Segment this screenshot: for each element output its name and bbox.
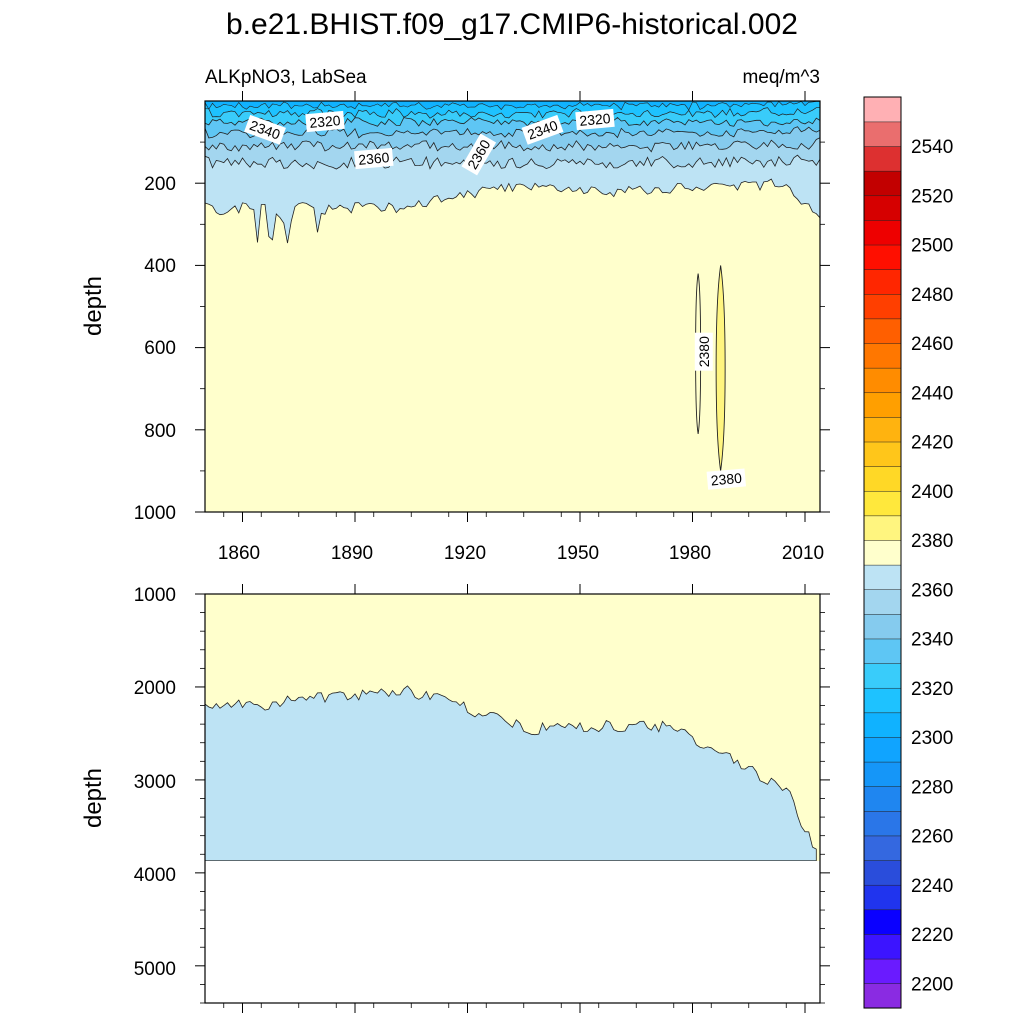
lower-ytick-1000: 1000 xyxy=(134,585,176,606)
colorbar-label-2360: 2360 xyxy=(911,580,953,601)
lower-ytick-4000: 4000 xyxy=(134,865,176,886)
colorbar xyxy=(863,96,902,1009)
contour-label-7: 2380 xyxy=(706,468,747,490)
colorbar-swatch-22 xyxy=(863,441,902,467)
lower-panel: 1000 2000 3000 4000 5000 depth xyxy=(80,584,830,1013)
colorbar-swatch-36 xyxy=(863,96,902,123)
lower-axis-ticks xyxy=(195,584,830,1013)
lower-ytick-3000: 3000 xyxy=(134,772,176,793)
colorbar-swatch-18 xyxy=(863,539,902,566)
contour-label-text: 2380 xyxy=(696,336,712,367)
contour-label-2: 2360 xyxy=(354,147,394,170)
colorbar-label-2300: 2300 xyxy=(911,728,953,749)
colorbar-swatch-17 xyxy=(863,564,902,590)
colorbar-swatch-28 xyxy=(863,293,902,320)
colorbar-swatch-29 xyxy=(863,269,902,295)
colorbar-swatch-21 xyxy=(863,466,902,492)
upper-band-2300 xyxy=(204,100,821,111)
colorbar-swatch-6 xyxy=(863,835,902,861)
colorbar-swatch-32 xyxy=(863,195,902,221)
colorbar-label-2320: 2320 xyxy=(911,679,953,700)
upper-axis-ticks xyxy=(195,91,830,522)
contour-label-text: 2380 xyxy=(710,470,743,489)
colorbar-label-2380: 2380 xyxy=(911,531,953,552)
colorbar-swatch-16 xyxy=(863,589,902,615)
colorbar-swatch-13 xyxy=(863,663,902,689)
upper-xtick-1920: 1920 xyxy=(444,543,486,564)
contour-label-6: 2380 xyxy=(694,332,713,371)
upper-ylabel: depth xyxy=(80,276,107,336)
colorbar-swatch-19 xyxy=(863,515,902,541)
colorbar-swatch-33 xyxy=(863,170,902,197)
colorbar-swatch-30 xyxy=(863,244,902,270)
contour-label-text: 2320 xyxy=(309,112,342,131)
lower-band-2360 xyxy=(204,685,817,862)
upper-ytick-1000: 1000 xyxy=(134,503,176,524)
colorbar-label-2500: 2500 xyxy=(911,236,953,257)
upper-ytick-600: 600 xyxy=(144,338,176,359)
contour-label-1: 2320 xyxy=(305,110,345,133)
colorbar-swatch-25 xyxy=(863,367,902,394)
colorbar-swatch-12 xyxy=(863,687,902,714)
colorbar-swatch-24 xyxy=(863,392,902,418)
colorbar-swatch-9 xyxy=(863,761,902,787)
colorbar-swatch-8 xyxy=(863,786,902,812)
colorbar-swatch-2 xyxy=(863,933,902,960)
colorbar-label-2520: 2520 xyxy=(911,187,953,208)
colorbar-swatch-35 xyxy=(863,121,902,147)
upper-ytick-200: 200 xyxy=(144,174,176,195)
colorbar-swatch-10 xyxy=(863,736,902,763)
lower-seafloor xyxy=(205,861,820,1003)
colorbar-label-2200: 2200 xyxy=(911,974,953,995)
colorbar-swatch-3 xyxy=(863,909,902,935)
chart-title: b.e21.BHIST.f09_g17.CMIP6-historical.002 xyxy=(226,8,798,41)
colorbar-label-2440: 2440 xyxy=(911,384,953,405)
colorbar-label-2280: 2280 xyxy=(911,777,953,798)
colorbar-swatch-5 xyxy=(863,860,902,886)
colorbar-swatch-15 xyxy=(863,613,902,640)
colorbar-swatch-27 xyxy=(863,318,902,344)
colorbar-swatch-20 xyxy=(863,490,902,517)
upper-xtick-2010: 2010 xyxy=(782,543,824,564)
colorbar-label-2540: 2540 xyxy=(911,137,953,158)
colorbar-swatch-14 xyxy=(863,638,902,664)
colorbar-swatch-26 xyxy=(863,342,902,369)
colorbar-label-2400: 2400 xyxy=(911,482,953,503)
colorbar-swatch-11 xyxy=(863,712,902,738)
colorbar-label-2480: 2480 xyxy=(911,285,953,306)
contour-label-text: 2320 xyxy=(579,110,612,129)
upper-xtick-1890: 1890 xyxy=(331,543,373,564)
colorbar-swatch-1 xyxy=(863,958,902,984)
colorbar-label-2460: 2460 xyxy=(911,334,953,355)
upper-ytick-400: 400 xyxy=(144,256,176,277)
colorbar-swatch-4 xyxy=(863,884,902,911)
colorbar-swatch-31 xyxy=(863,219,902,246)
colorbar-swatch-34 xyxy=(863,145,902,172)
colorbar-swatch-0 xyxy=(863,983,902,1009)
colorbar-labels: 2200 2220 2240 2260 2280 2300 2320 2340 2360 2380… xyxy=(911,137,953,995)
contour-label-5: 2320 xyxy=(575,108,615,131)
upper-xtick-1860: 1860 xyxy=(218,543,260,564)
lower-ylabel: depth xyxy=(80,768,107,828)
lower-ytick-2000: 2000 xyxy=(134,678,176,699)
upper-xtick-1980: 1980 xyxy=(669,543,711,564)
colorbar-label-2220: 2220 xyxy=(911,925,953,946)
colorbar-swatch-7 xyxy=(863,810,902,837)
lower-ytick-5000: 5000 xyxy=(134,959,176,980)
colorbar-label-2260: 2260 xyxy=(911,827,953,848)
colorbar-label-2240: 2240 xyxy=(911,876,953,897)
colorbar-label-2420: 2420 xyxy=(911,433,953,454)
upper-ytick-800: 800 xyxy=(144,421,176,442)
variable-label: ALKpNO3, LabSea xyxy=(205,67,367,88)
contour-label-text: 2360 xyxy=(358,149,391,168)
upper-contour-2380-b xyxy=(715,265,726,471)
colorbar-swatch-23 xyxy=(863,416,902,443)
units-label: meq/m^3 xyxy=(742,67,820,88)
upper-xtick-1950: 1950 xyxy=(557,543,599,564)
colorbar-label-2340: 2340 xyxy=(911,630,953,651)
